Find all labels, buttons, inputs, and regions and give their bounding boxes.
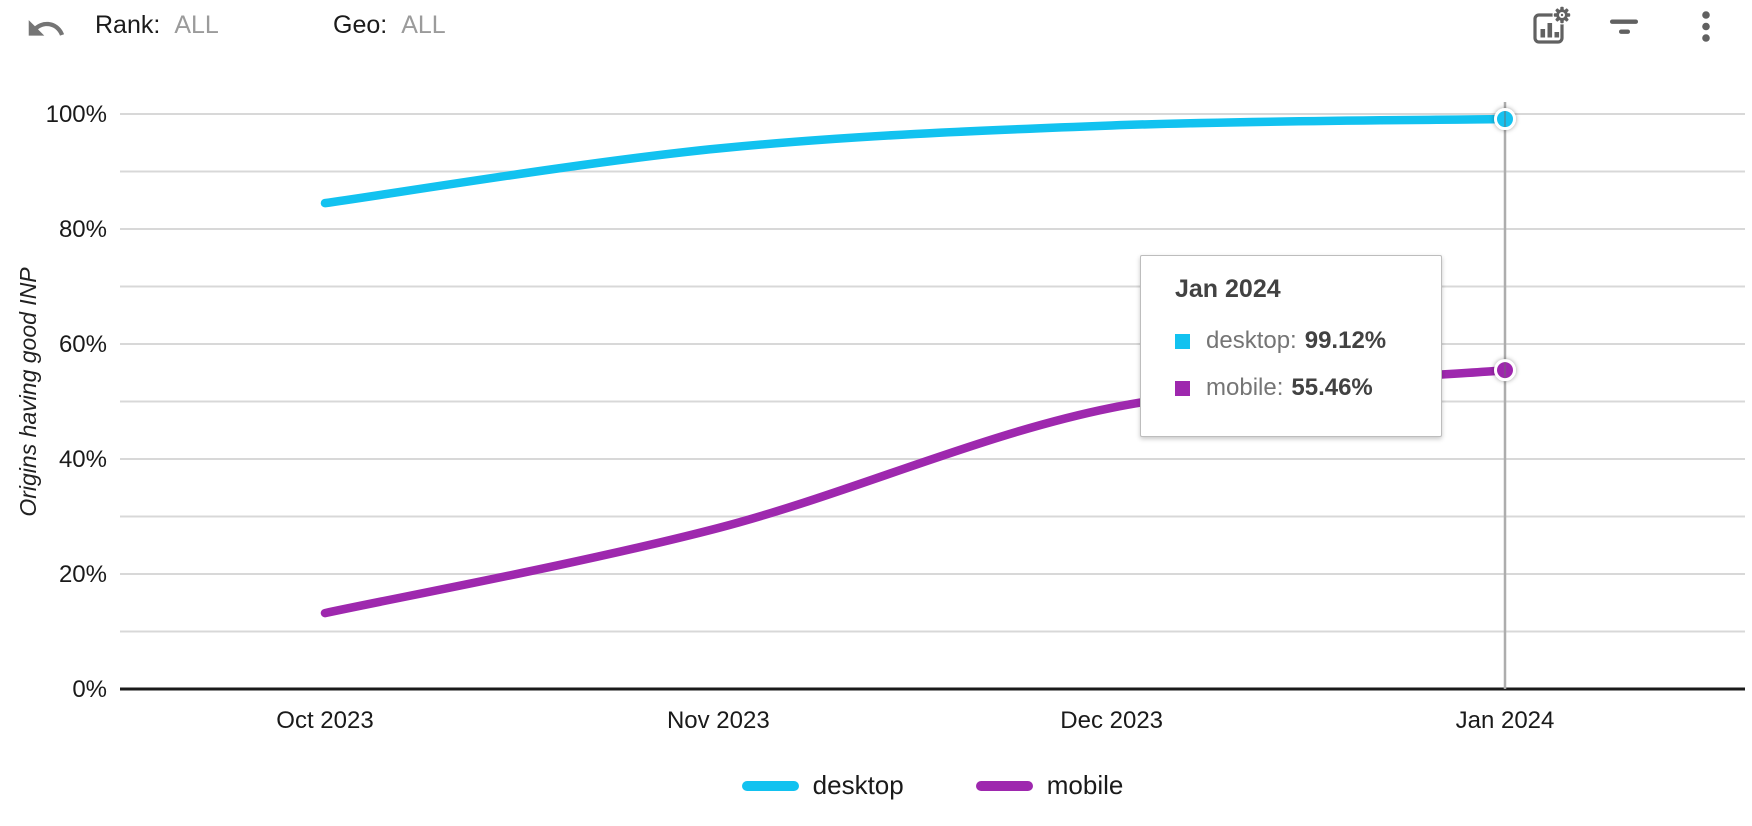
more-vertical-icon — [1686, 11, 1726, 51]
x-axis-label: Jan 2024 — [1456, 707, 1555, 734]
chart-tooltip: Jan 2024 desktop: 99.12% mobile: 55.46% — [1140, 255, 1442, 437]
rank-filter-label: Rank: — [95, 11, 161, 39]
chart-settings-button[interactable] — [1528, 4, 1572, 48]
filter-icon — [1602, 19, 1646, 51]
y-axis-label: 100% — [46, 101, 107, 128]
undo-button[interactable] — [24, 8, 68, 46]
rank-filter-value[interactable]: ALL — [174, 11, 219, 39]
y-axis-label: 0% — [72, 676, 107, 703]
desktop-legend-swatch — [741, 780, 799, 791]
geo-filter-value[interactable]: ALL — [401, 11, 446, 39]
geo-filter: Geo: ALL — [333, 9, 446, 41]
tooltip-title: Jan 2024 — [1175, 275, 1281, 303]
tooltip-desktop-value: 99.12% — [1304, 327, 1387, 354]
tooltip-desktop-label: desktop: — [1206, 327, 1297, 354]
tooltip-mobile-label: mobile: — [1206, 374, 1284, 401]
y-axis-label: 40% — [59, 446, 107, 473]
mobile-legend-label: mobile — [1046, 770, 1124, 800]
more-menu-button[interactable] — [1686, 4, 1726, 48]
chart-legend: desktop mobile — [120, 770, 1745, 801]
x-axis-label: Oct 2023 — [276, 707, 373, 734]
geo-filter-label: Geo: — [333, 11, 388, 39]
chart-settings-icon — [1528, 5, 1572, 51]
desktop-line[interactable] — [320, 114, 1510, 208]
tooltip-row-desktop: desktop: 99.12% — [1175, 326, 1441, 356]
desktop-point-marker — [1494, 108, 1516, 131]
mobile-point-marker — [1494, 359, 1516, 382]
toolbar: Rank: ALL Geo: ALL — [0, 0, 1752, 56]
x-axis-label: Nov 2023 — [667, 707, 770, 734]
tooltip-mobile-value: 55.46% — [1291, 374, 1373, 401]
y-axis-label: 60% — [59, 331, 107, 358]
tooltip-row-mobile: mobile: 55.46% — [1175, 373, 1441, 403]
x-axis-label: Dec 2023 — [1060, 707, 1163, 734]
legend-item-mobile[interactable]: mobile — [975, 770, 1124, 801]
desktop-legend-label: desktop — [812, 770, 904, 800]
legend-item-desktop[interactable]: desktop — [741, 770, 904, 801]
rank-filter: Rank: ALL — [95, 9, 219, 41]
filter-button[interactable] — [1602, 4, 1646, 48]
undo-icon — [24, 20, 68, 49]
mobile-series-swatch — [1175, 380, 1190, 396]
mobile-legend-swatch — [975, 780, 1033, 791]
y-axis-label: 20% — [59, 561, 107, 588]
y-axis-label: 80% — [59, 216, 107, 243]
desktop-series-swatch — [1175, 333, 1190, 349]
